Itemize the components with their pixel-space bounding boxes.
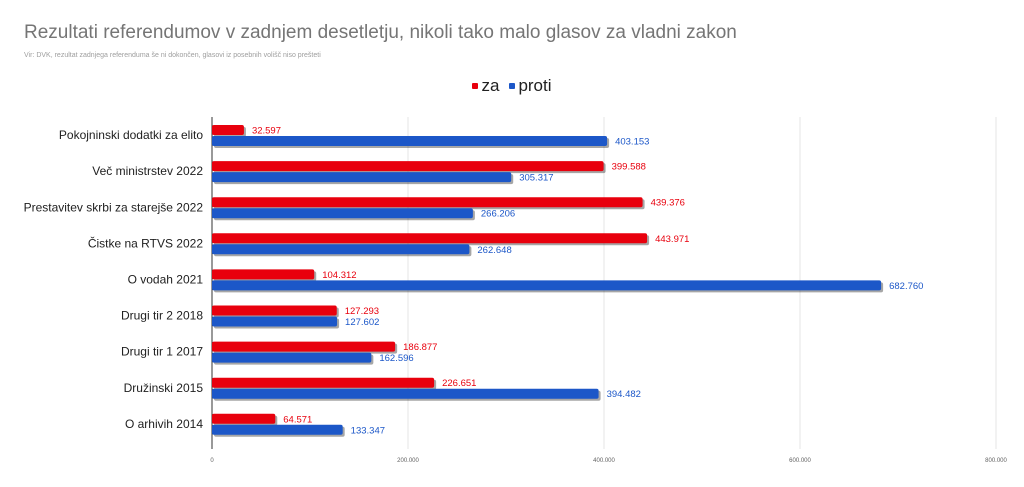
category-label: Pokojninski dodatki za elito [59,128,203,142]
legend-label-proti: proti [518,76,552,95]
x-tick-label: 200.000 [397,458,419,464]
bar-za [212,269,315,280]
legend: za proti [0,76,1024,96]
bar-proti [212,280,882,291]
chart-title: Rezultati referendumov v zadnjem desetle… [24,22,737,43]
legend-item-za: za [472,76,499,96]
legend-label-za: za [481,76,500,95]
data-label-proti: 127.602 [345,317,379,328]
data-label-proti: 162.596 [379,353,413,364]
category-label: Čistke na RTVS 2022 [88,235,203,250]
data-label-za: 443.971 [655,234,689,245]
data-label-proti: 403.153 [615,137,649,148]
category-label: O arhivih 2014 [125,417,203,431]
bar-za [212,305,337,316]
bar-proti [212,352,372,363]
data-label-proti: 682.760 [889,281,923,292]
data-label-proti: 305.317 [519,173,553,184]
bar-za [212,161,604,172]
data-label-proti: 394.482 [607,389,641,400]
bar-za [212,233,648,244]
legend-item-proti: proti [509,76,552,96]
data-label-za: 186.877 [403,342,437,353]
legend-swatch-za [472,83,479,89]
bar-proti [212,208,473,219]
bar-proti [212,244,470,255]
x-tick-label: 400.000 [593,458,615,464]
data-label-za: 32.597 [252,126,281,137]
data-label-za: 127.293 [345,306,379,317]
bar-za [212,413,276,424]
category-label: Več ministrstev 2022 [92,164,203,178]
bar-proti [212,424,343,435]
bar-proti [212,388,599,399]
bar-za [212,341,396,352]
bar-za [212,377,435,388]
x-tick-label: 600.000 [789,458,811,464]
category-label: O vodah 2021 [128,272,204,286]
data-label-za: 399.588 [612,162,646,173]
x-tick-label: 0 [210,458,214,464]
category-label: Družinski 2015 [124,381,204,395]
data-label-proti: 262.648 [477,245,511,256]
category-label: Drugi tir 2 2018 [121,309,203,323]
data-label-za: 64.571 [283,414,312,425]
category-label: Drugi tir 1 2017 [121,345,203,359]
bar-proti [212,316,338,327]
data-label-proti: 133.347 [351,425,385,436]
data-label-za: 439.376 [651,198,685,209]
bar-za [212,125,244,135]
data-label-za: 104.312 [322,270,356,281]
x-tick-label: 800.000 [985,458,1007,464]
bar-za [212,197,643,208]
data-label-proti: 266.206 [481,209,515,220]
category-label: Prestavitev skrbi za starejše 2022 [24,200,204,214]
data-label-za: 226.651 [442,378,476,389]
legend-swatch-proti [509,83,516,89]
chart-subtitle: Vir: DVK, rezultat zadnjega referenduma … [24,52,321,59]
bar-proti [212,136,608,146]
bar-proti [212,172,512,183]
